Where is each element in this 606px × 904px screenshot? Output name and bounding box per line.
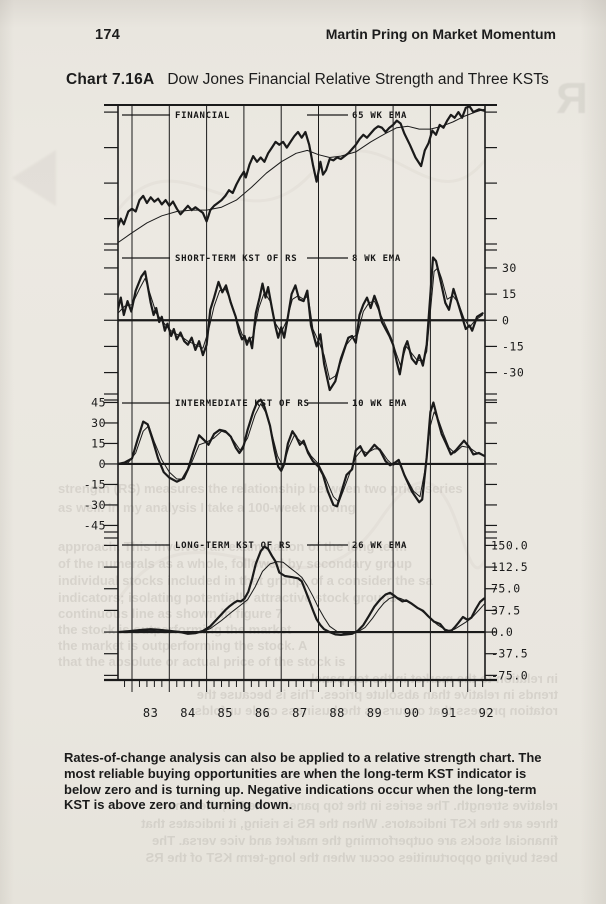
y-axis-label: 37.5 (491, 603, 521, 617)
legend-label-10-wk-ema: 10 WK EMA (352, 399, 407, 409)
bleedthrough-text: approach. This involves an examination o… (58, 539, 407, 554)
figure-title: Dow Jones Financial Relative Strength an… (167, 71, 549, 88)
legend-label-intermediate-kst-of-rs: INTERMEDIATE KST OF RS (175, 399, 310, 409)
series-short-term-kst-of-rs (118, 256, 484, 392)
series-intermediate-kst-of-rs (118, 398, 485, 508)
y-axis-label: -37.5 (491, 647, 528, 661)
legend-label-long-term-kst-of-rs: LONG-TERM KST OF RS (175, 541, 291, 551)
y-axis-label: 0 (99, 457, 106, 471)
legend-label-financial: FINANCIAL (175, 111, 230, 121)
y-axis-label: 30 (502, 261, 517, 275)
series-long-term-kst-of-rs (118, 545, 485, 637)
y-axis-label: 15 (91, 436, 106, 450)
bleedthrough-text: that the absolute or actual price of the… (58, 654, 346, 669)
y-axis-label: -75.0 (491, 668, 528, 682)
x-axis-label: 86 (255, 706, 270, 720)
page-number: 174 (95, 27, 121, 43)
y-axis-label: 15 (502, 287, 517, 301)
x-axis-label: 92 (479, 706, 494, 720)
x-axis-label: 89 (367, 706, 382, 720)
bleedthrough-curve (116, 480, 487, 601)
figure-caption-text: Rates-of-change analysis can also be app… (64, 750, 542, 813)
y-axis-label: -15 (84, 477, 106, 491)
x-axis-label: 83 (143, 706, 158, 720)
legend-label-short-term-kst-of-rs: SHORT-TERM KST OF RS (175, 254, 297, 264)
figure-caption-title: Chart 7.16A Dow Jones Financial Relative … (66, 71, 576, 89)
series-10-wk-ema (118, 403, 485, 503)
x-axis-label: 91 (441, 706, 456, 720)
legend-label-8-wk-ema: 8 WK EMA (352, 254, 401, 264)
figure-label: Chart 7.16A (66, 71, 155, 88)
y-axis-label: 150.0 (491, 538, 528, 552)
series-financial (118, 105, 485, 229)
legend-label-26-wk-ema: 26 WK EMA (352, 541, 407, 551)
bleedthrough-text: the stock is outperforming the market (58, 622, 292, 637)
y-axis-label: -30 (84, 498, 106, 512)
bleedthrough-text: of the numerals as a whole, followed by … (58, 556, 412, 571)
page-header: 174 Martin Pring on Market Momentum (95, 26, 556, 43)
y-axis-label: 75.0 (491, 582, 521, 596)
y-axis-label: -30 (502, 366, 524, 380)
x-axis-label: 85 (218, 706, 233, 720)
y-axis-label: -15 (502, 339, 524, 353)
y-axis-label: 0.0 (491, 625, 513, 639)
bleedthrough-arrow (12, 150, 56, 206)
series-8-wk-ema (118, 267, 484, 381)
x-axis-label: 84 (180, 706, 195, 720)
x-axis-label: 87 (292, 706, 307, 720)
series-65-wk-ema (118, 108, 485, 244)
y-axis-label: -45 (84, 518, 106, 532)
running-head: Martin Pring on Market Momentum (325, 26, 556, 42)
bleedthrough-text: the market is outperforming the stock. A (58, 638, 308, 653)
bleedthrough-text: individual stocks included in that group… (58, 573, 433, 588)
y-axis-label: 45 (91, 395, 106, 409)
bleedthrough-curve (116, 149, 487, 211)
bleedthrough-text: strength (RS) measures the relationship … (58, 481, 463, 496)
x-axis-label: 88 (329, 706, 344, 720)
legend-label-65-wk-ema: 65 WK EMA (352, 111, 407, 121)
y-axis-label: 30 (91, 416, 106, 430)
y-axis-label: 0 (502, 313, 509, 327)
y-axis-label: 112.5 (491, 560, 528, 574)
x-axis-label: 90 (404, 706, 419, 720)
series-26-wk-ema (118, 561, 485, 635)
